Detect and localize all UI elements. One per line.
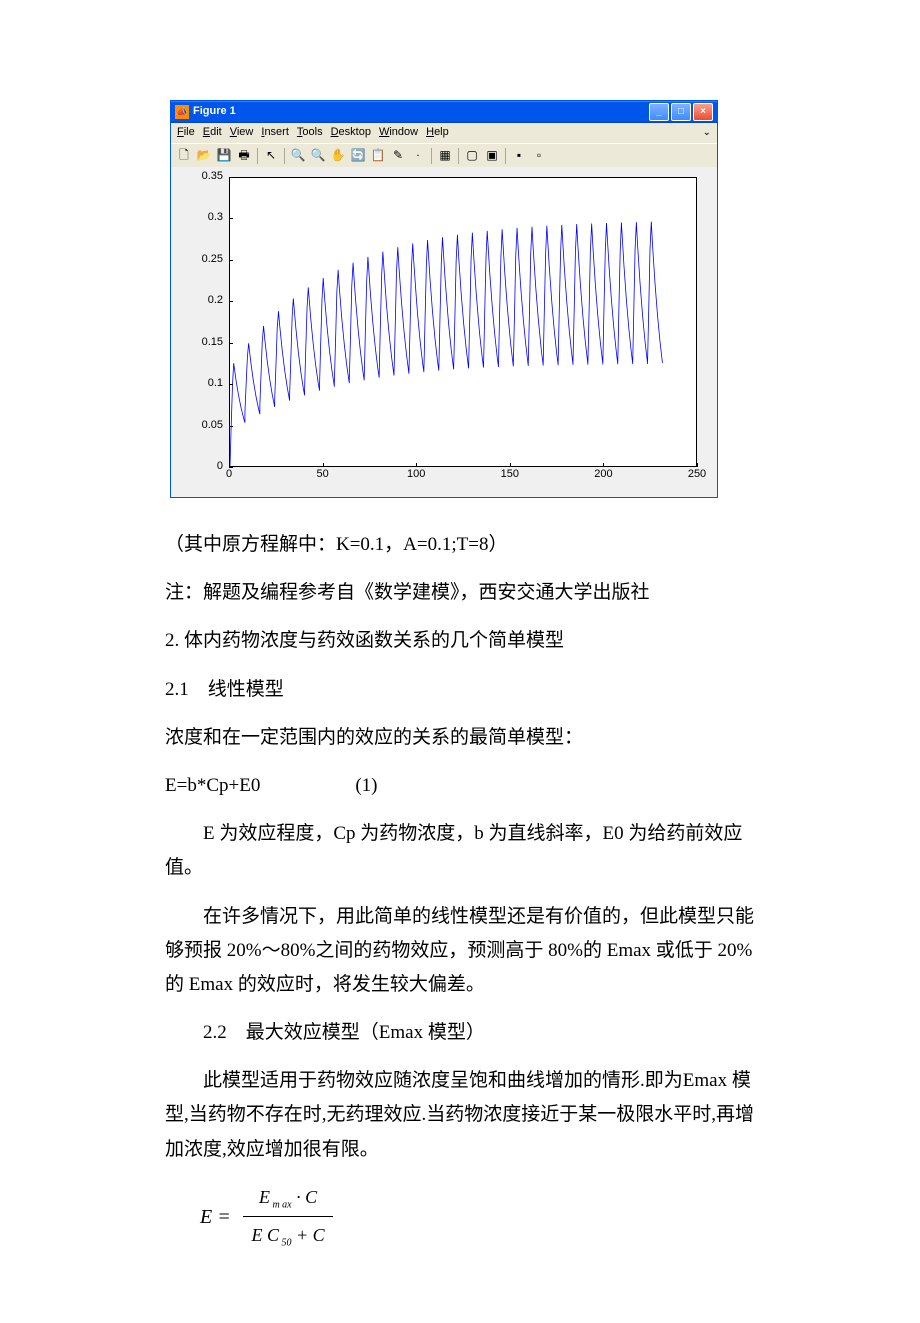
- menu-view[interactable]: View: [230, 123, 254, 143]
- subplot-icon[interactable]: ▣: [483, 147, 501, 165]
- app-icon: 📣: [175, 105, 189, 119]
- line-series: [230, 222, 662, 466]
- toolbar: 🗋 📂 💾 🖶 ↖ 🔍 🔍 ✋ 🔄 📋 ✎ · ▦ ▢ ▣ ▪ ▫: [171, 143, 717, 167]
- menu-window[interactable]: Window: [379, 123, 418, 143]
- x-tick-label: 100: [407, 465, 425, 485]
- formula-fraction: E = E m ax · C E C 50 + C: [200, 1181, 770, 1253]
- menu-help[interactable]: Help: [426, 123, 449, 143]
- maximize-button[interactable]: □: [671, 103, 691, 121]
- section-heading: 2. 体内药物浓度与药效函数关系的几个简单模型: [165, 624, 770, 658]
- pointer-icon[interactable]: ↖: [262, 147, 280, 165]
- close-button[interactable]: ×: [693, 103, 713, 121]
- x-tick-label: 250: [688, 465, 706, 485]
- paragraph: 浓度和在一定范围内的效应的关系的最简单模型：: [165, 721, 770, 755]
- chart-svg: [230, 178, 696, 466]
- toolbar-separator: [505, 148, 506, 164]
- new-icon[interactable]: 🗋: [175, 147, 193, 165]
- paragraph: 此模型适用于药物效应随浓度呈饱和曲线增加的情形.即为Emax 模型,当药物不存在…: [165, 1064, 770, 1167]
- formula-denominator: E C 50 + C: [243, 1216, 332, 1253]
- x-tick-label: 0: [226, 465, 232, 485]
- zoom-out-icon[interactable]: 🔍: [309, 147, 327, 165]
- formula-numerator: E m ax · C: [243, 1181, 332, 1217]
- pan-icon[interactable]: ✋: [329, 147, 347, 165]
- x-tick-label: 200: [594, 465, 612, 485]
- datatip-icon[interactable]: 📋: [369, 147, 387, 165]
- equation-text: E=b*Cp+E0 (1): [165, 769, 770, 803]
- menu-desktop[interactable]: Desktop: [331, 123, 371, 143]
- subsection-heading: 2.2 最大效应模型（Emax 模型）: [165, 1016, 770, 1050]
- x-tick-label: 150: [501, 465, 519, 485]
- figure-window: 📣 Figure 1 _ □ × File Edit View Insert T…: [170, 100, 718, 498]
- subsection-heading: 2.1 线性模型: [165, 673, 770, 707]
- colorbar-icon[interactable]: ▦: [436, 147, 454, 165]
- menu-tools[interactable]: Tools: [297, 123, 323, 143]
- titlebar: 📣 Figure 1 _ □ ×: [171, 101, 717, 123]
- y-tick-label: 0.35: [191, 167, 223, 187]
- show-icon[interactable]: ▫: [530, 147, 548, 165]
- chart-axes: [229, 177, 697, 467]
- menubar-overflow-icon[interactable]: ⌄: [703, 124, 711, 142]
- formula-lhs: E =: [200, 1206, 231, 1228]
- toolbar-separator: [431, 148, 432, 164]
- legend-icon[interactable]: ▢: [463, 147, 481, 165]
- toolbar-separator: [257, 148, 258, 164]
- paragraph: 在许多情况下，用此简单的线性模型还是有价值的，但此模型只能够预报 20%～80%…: [165, 900, 770, 1003]
- link-icon[interactable]: ·: [409, 147, 427, 165]
- y-tick-label: 0: [191, 457, 223, 477]
- save-icon[interactable]: 💾: [215, 147, 233, 165]
- menu-insert[interactable]: Insert: [261, 123, 289, 143]
- toolbar-separator: [284, 148, 285, 164]
- brush-icon[interactable]: ✎: [389, 147, 407, 165]
- x-tick-label: 50: [316, 465, 328, 485]
- paragraph: E 为效应程度，Cp 为药物浓度，b 为直线斜率，E0 为给药前效应值。: [165, 817, 770, 885]
- y-tick-label: 0.15: [191, 333, 223, 353]
- hide-icon[interactable]: ▪: [510, 147, 528, 165]
- print-icon[interactable]: 🖶: [235, 147, 253, 165]
- window-title: Figure 1: [193, 102, 649, 122]
- zoom-in-icon[interactable]: 🔍: [289, 147, 307, 165]
- menubar: File Edit View Insert Tools Desktop Wind…: [171, 123, 717, 143]
- rotate-icon[interactable]: 🔄: [349, 147, 367, 165]
- y-tick-label: 0.2: [191, 291, 223, 311]
- paragraph: 注：解题及编程参考自《数学建模》，西安交通大学出版社: [165, 576, 770, 610]
- window-controls: _ □ ×: [649, 103, 713, 121]
- open-icon[interactable]: 📂: [195, 147, 213, 165]
- menu-edit[interactable]: Edit: [203, 123, 222, 143]
- y-tick-label: 0.05: [191, 416, 223, 436]
- y-tick-label: 0.1: [191, 374, 223, 394]
- menu-file[interactable]: File: [177, 123, 195, 143]
- toolbar-separator: [458, 148, 459, 164]
- minimize-button[interactable]: _: [649, 103, 669, 121]
- y-tick-label: 0.25: [191, 250, 223, 270]
- paragraph: （其中原方程解中：K=0.1，A=0.1;T=8）: [165, 528, 770, 562]
- y-tick-label: 0.3: [191, 209, 223, 229]
- plot-area: 0 0.05 0.1 0.15 0.2 0.25 0.3 0.35 0 50 100 150 200 25…: [171, 167, 717, 497]
